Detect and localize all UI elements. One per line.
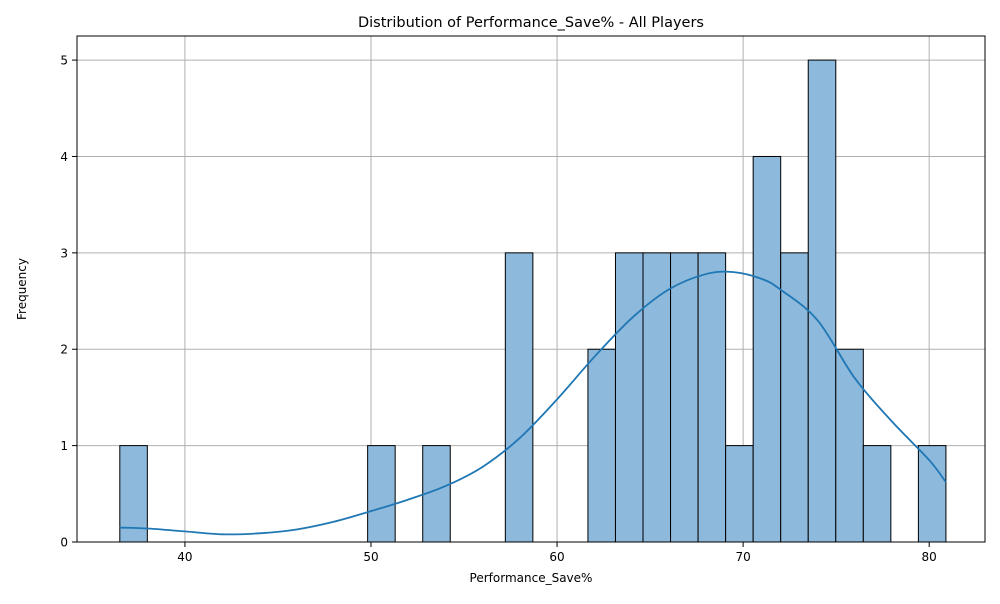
histogram-bar xyxy=(614,252,644,543)
y-tick-label: 4 xyxy=(60,150,68,164)
kde-curve xyxy=(119,270,947,536)
histogram-bar xyxy=(642,252,672,543)
x-tick-label: 50 xyxy=(363,550,378,564)
y-tick-label: 3 xyxy=(60,246,68,260)
histogram-bar xyxy=(780,252,809,543)
x-tick-label: 40 xyxy=(177,550,192,564)
histogram-bar xyxy=(807,59,837,543)
histogram-bar xyxy=(587,348,616,543)
x-axis-label: Performance_Save% xyxy=(470,571,593,585)
x-tick-label: 80 xyxy=(922,550,937,564)
ticks-layer: 40 50 60 70 80 0 1 2 3 4 5 xyxy=(60,54,936,564)
histogram-bar xyxy=(752,155,782,543)
y-tick-label: 0 xyxy=(60,536,68,550)
bars-layer xyxy=(119,59,947,543)
y-tick-label: 2 xyxy=(60,343,68,357)
histogram-bar xyxy=(367,445,396,543)
kde-layer xyxy=(119,270,947,536)
y-tick-label: 5 xyxy=(60,54,68,68)
histogram-bar xyxy=(835,348,864,543)
histogram-bar xyxy=(670,252,699,543)
x-tick-label: 60 xyxy=(549,550,564,564)
histogram-bar xyxy=(697,252,727,543)
plot-frame xyxy=(76,35,986,543)
histogram-bar xyxy=(504,252,534,543)
histogram-bar xyxy=(725,445,754,543)
histogram-bar xyxy=(119,445,148,543)
histogram-bar xyxy=(917,445,947,543)
histogram-bar xyxy=(862,445,892,543)
chart-title: Distribution of Performance_Save% - All … xyxy=(358,15,704,31)
y-axis-label: Frequency xyxy=(15,258,29,320)
y-tick-label: 1 xyxy=(60,439,68,453)
x-tick-label: 70 xyxy=(735,550,750,564)
